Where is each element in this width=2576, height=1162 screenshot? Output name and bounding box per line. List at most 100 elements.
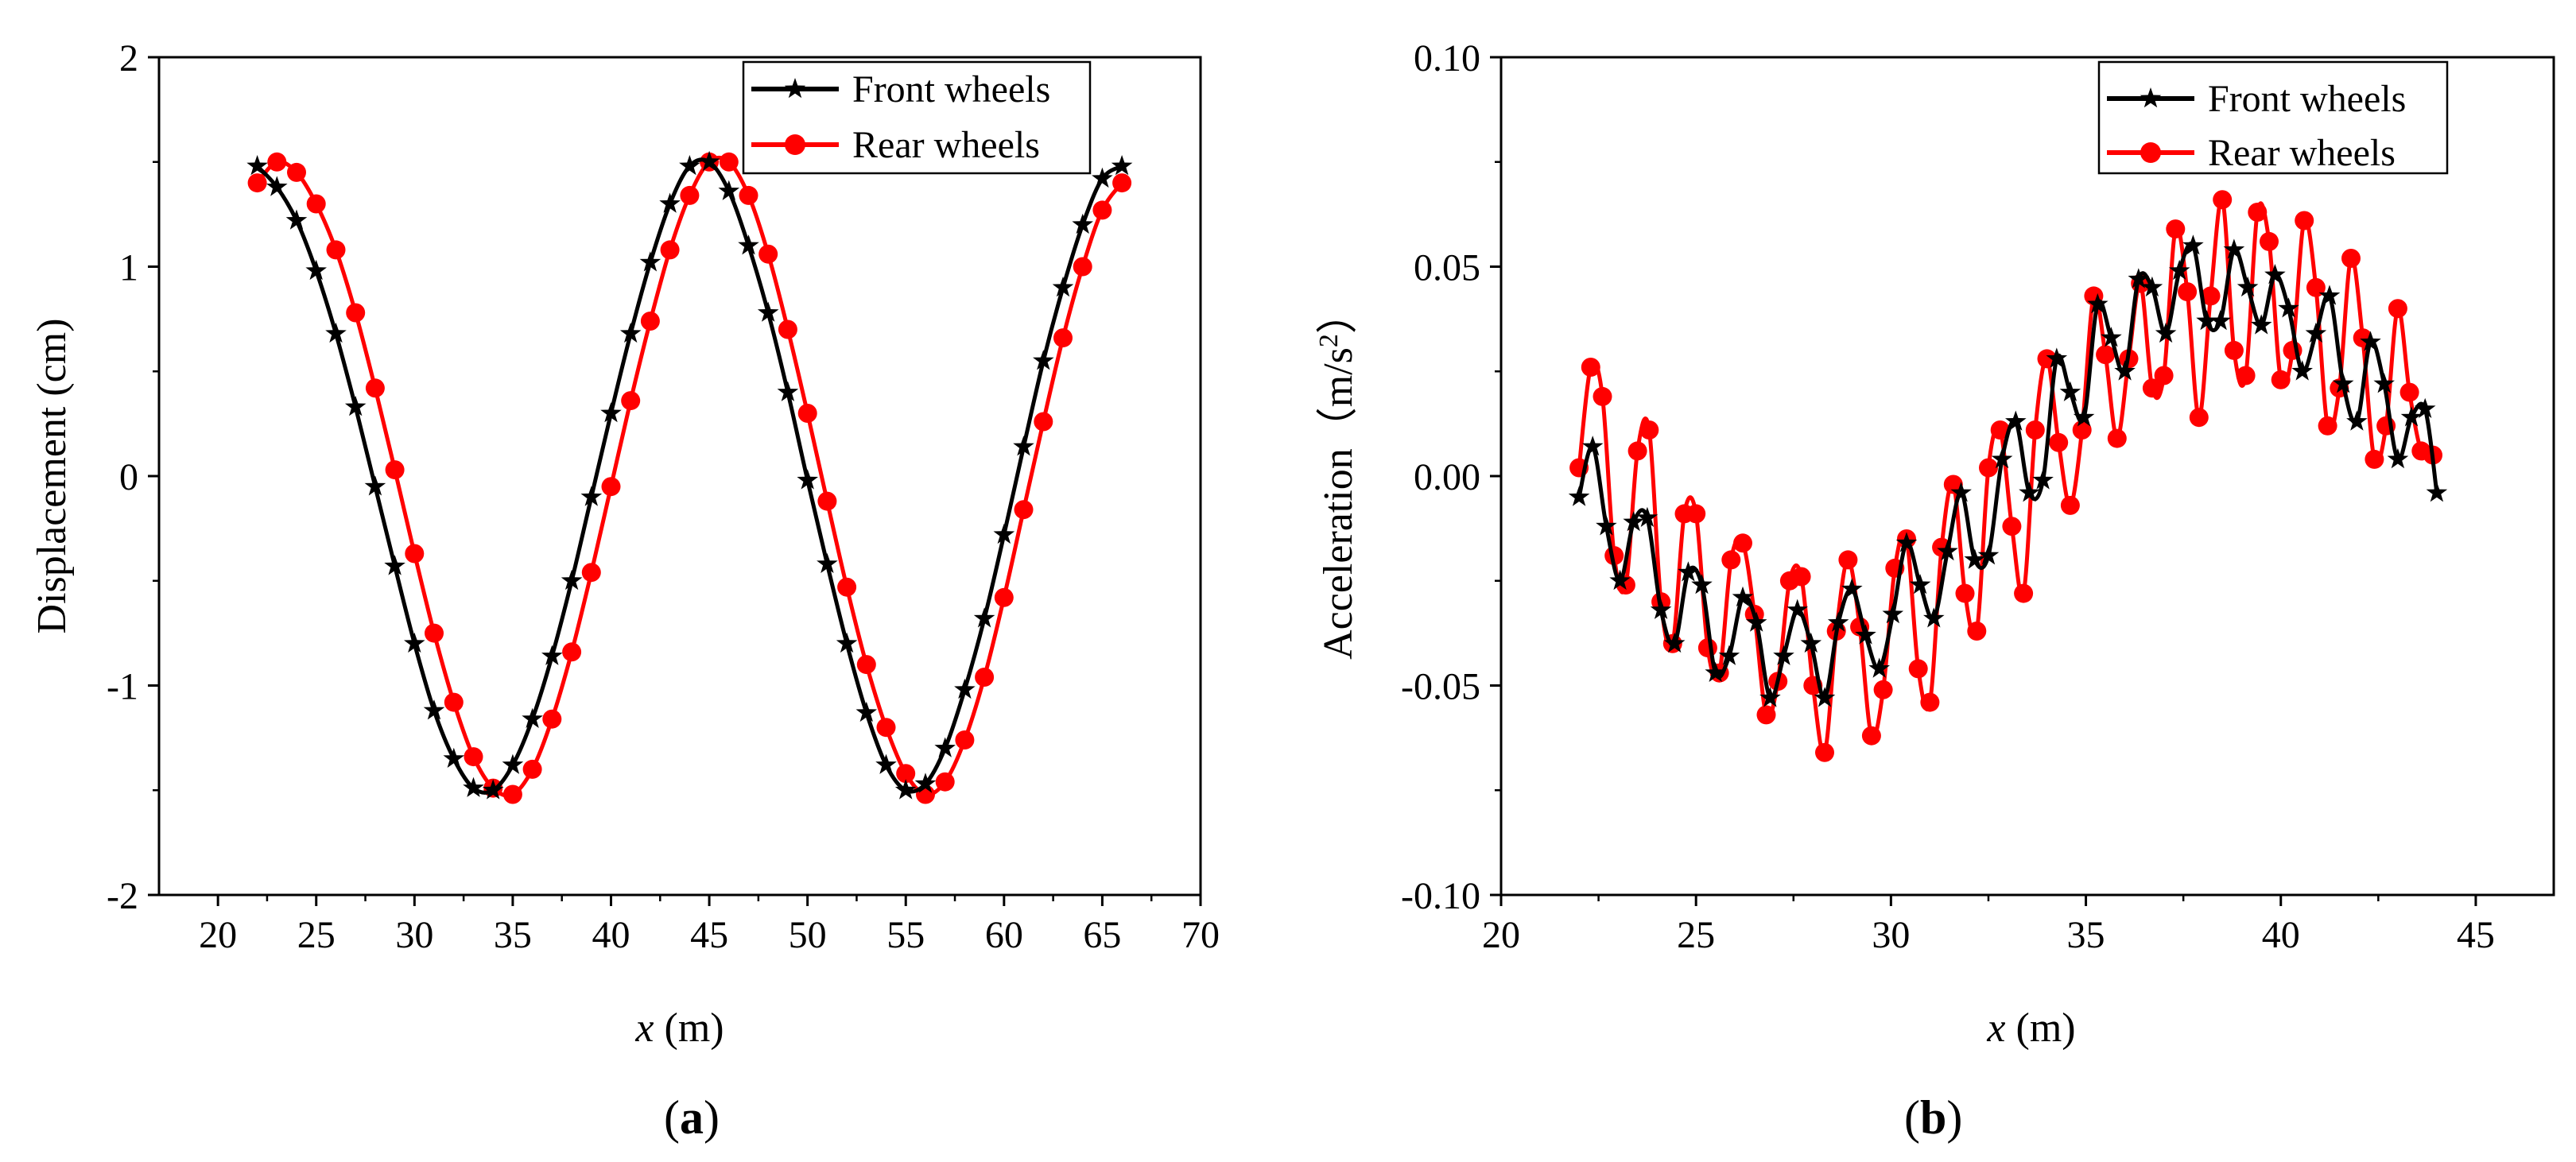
a-x-tick-label: 45 bbox=[690, 914, 728, 956]
chart-a: 20 25 30 35 40 45 50 55 60 65 70 -2 -1 0 1 2 Displaceme… bbox=[29, 37, 1220, 1144]
a-rear-point bbox=[405, 544, 425, 564]
b-front-point bbox=[2101, 327, 2122, 347]
a-y-tick-label: 2 bbox=[119, 37, 138, 79]
a-front-point bbox=[344, 396, 367, 416]
b-x-axis-label: x (m) bbox=[1986, 1005, 2075, 1051]
b-rear-point bbox=[1979, 458, 1998, 478]
a-y-tick-label: 1 bbox=[119, 247, 138, 289]
b-front-point bbox=[1800, 632, 1822, 653]
b-front-point bbox=[1691, 574, 1713, 595]
b-front-point bbox=[2264, 264, 2286, 285]
b-x-tick-label: 20 bbox=[1482, 914, 1520, 956]
a-y-axis-label: Displacement (cm) bbox=[29, 318, 75, 633]
a-y-tick-label: -1 bbox=[107, 666, 138, 708]
b-plot-frame bbox=[1499, 56, 2555, 897]
b-rear-point bbox=[2049, 432, 2069, 452]
a-front-point bbox=[1111, 155, 1133, 176]
a-rear-point bbox=[522, 759, 542, 779]
b-rear-point bbox=[2072, 420, 2092, 440]
b-rear-point bbox=[2178, 282, 2198, 302]
a-front-point bbox=[914, 773, 937, 793]
a-rear-point bbox=[542, 709, 562, 729]
a-rear-point bbox=[365, 378, 385, 398]
a-front-point bbox=[777, 381, 799, 401]
a-front-point bbox=[894, 779, 917, 800]
b-x-tick-label: 35 bbox=[2067, 914, 2105, 956]
b-front-point bbox=[1718, 645, 1740, 665]
a-rear-point bbox=[739, 185, 758, 205]
a-front-point bbox=[1092, 167, 1113, 188]
a-front-point bbox=[934, 737, 956, 757]
b-front-point bbox=[1923, 607, 1945, 628]
b-rear-point bbox=[1920, 692, 1940, 712]
a-front-point bbox=[1013, 436, 1034, 456]
a-front-point bbox=[285, 209, 308, 230]
a-x-tick-label: 25 bbox=[297, 914, 336, 956]
b-front-point bbox=[1705, 661, 1726, 682]
b-rear-point bbox=[1990, 420, 2010, 440]
a-front-point bbox=[954, 678, 976, 699]
a-rear-point bbox=[502, 784, 522, 804]
b-y-tick-label: 0.10 bbox=[1414, 37, 1480, 79]
b-rear-point bbox=[2341, 249, 2361, 268]
b-front-point bbox=[1568, 486, 1590, 506]
b-front-point bbox=[2332, 373, 2354, 393]
a-rear-point bbox=[1112, 173, 1132, 193]
b-rear-point bbox=[2365, 449, 2384, 469]
b-x-tick-label: 30 bbox=[1872, 914, 1910, 956]
a-front-point bbox=[698, 150, 720, 172]
a-x-tick-label: 55 bbox=[886, 914, 925, 956]
b-front-point bbox=[1581, 436, 1604, 456]
a-rear-point bbox=[562, 642, 582, 662]
a-rear-point bbox=[797, 404, 817, 423]
b-front-point bbox=[2182, 234, 2204, 255]
b-front-point bbox=[2046, 347, 2068, 368]
b-rear-point bbox=[2236, 366, 2256, 385]
a-rear-point bbox=[856, 655, 876, 675]
b-rear-point bbox=[2306, 277, 2326, 297]
b-rear-point bbox=[1908, 659, 1928, 679]
b-front-point bbox=[1650, 598, 1672, 619]
b-x-tick-label: 40 bbox=[2262, 914, 2300, 956]
b-rear-point bbox=[1943, 474, 1963, 494]
a-front-point bbox=[541, 645, 563, 665]
a-rear-point bbox=[935, 772, 955, 792]
b-rear-point bbox=[1639, 420, 1659, 440]
a-plot-frame bbox=[157, 56, 1202, 897]
b-rear-point bbox=[2388, 299, 2407, 319]
b-front-point bbox=[2237, 276, 2259, 297]
b-y-tick-label: 0.00 bbox=[1414, 456, 1480, 498]
b-front-point bbox=[1609, 569, 1631, 591]
b-y-axis-label: Acceleration（m/s2） bbox=[1314, 292, 1362, 660]
b-rear-point bbox=[2096, 345, 2116, 365]
a-front-point bbox=[836, 632, 858, 653]
a-rear-point bbox=[975, 668, 995, 687]
b-y-tick-label: -0.05 bbox=[1401, 666, 1480, 708]
b-front-point bbox=[2278, 297, 2299, 318]
b-rear-point bbox=[2166, 219, 2186, 239]
b-front-point bbox=[1773, 645, 1794, 665]
b-rear-point bbox=[1838, 550, 1858, 570]
a-front-point bbox=[718, 180, 740, 200]
b-rear-point bbox=[2025, 420, 2045, 440]
b-rear-point bbox=[2142, 378, 2162, 398]
a-front-point bbox=[463, 777, 484, 797]
a-rear-point bbox=[817, 491, 837, 511]
b-front-point bbox=[2387, 447, 2409, 469]
a-x-tick-label: 65 bbox=[1083, 914, 1121, 956]
b-rear-point bbox=[2060, 495, 2080, 515]
b-front-point bbox=[2196, 310, 2217, 331]
b-front-point bbox=[1678, 561, 1699, 582]
b-front-point bbox=[1596, 515, 1617, 536]
b-front-point bbox=[1868, 657, 1890, 678]
b-front-point bbox=[1787, 598, 1808, 619]
a-front-point bbox=[757, 301, 779, 322]
a-front-point bbox=[1052, 276, 1074, 297]
b-rear-point bbox=[1697, 638, 1717, 658]
a-front-point bbox=[659, 192, 681, 213]
a-legend-rear-label: Rear wheels bbox=[852, 124, 1040, 166]
a-front-point bbox=[875, 753, 897, 774]
b-front-point bbox=[1882, 602, 1904, 624]
b-rear-point bbox=[1967, 622, 1987, 641]
